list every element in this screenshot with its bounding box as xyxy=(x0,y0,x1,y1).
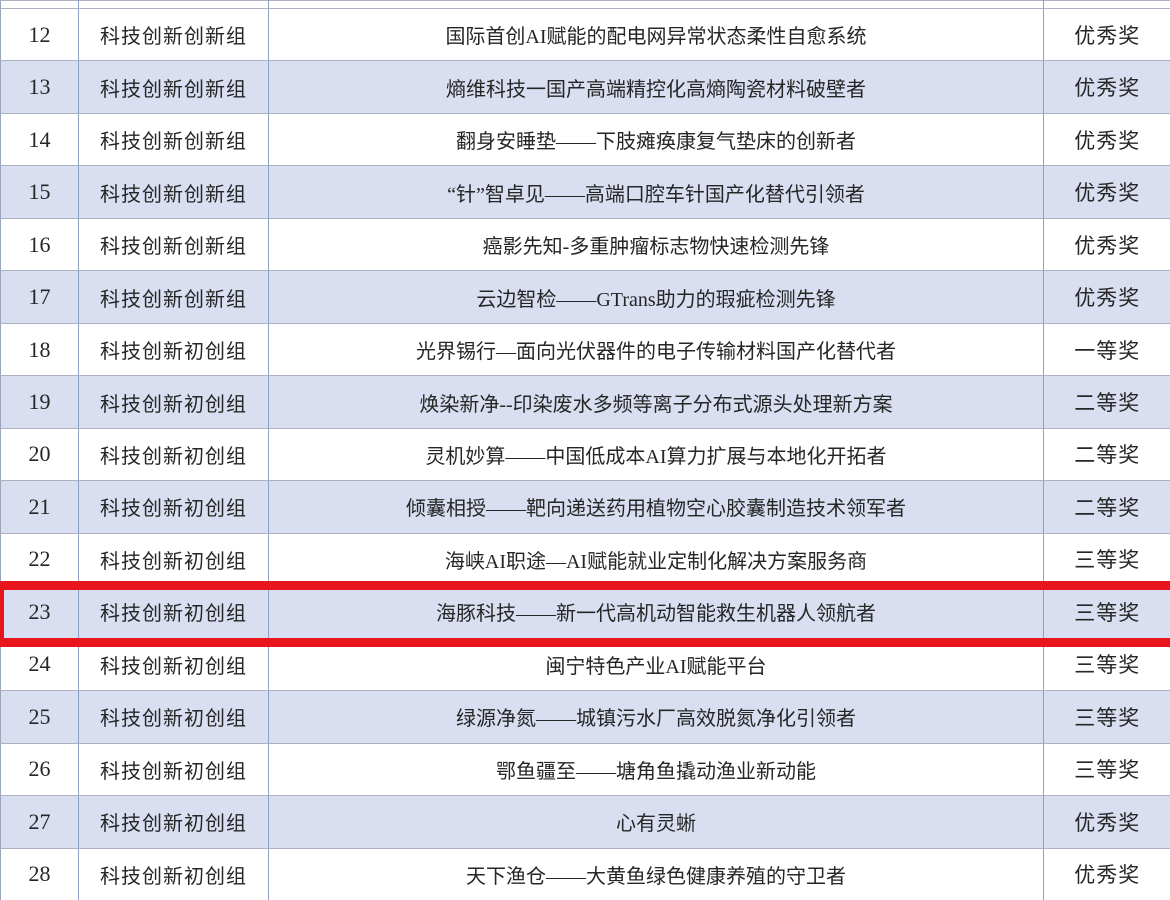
table-row: 15 科技创新创新组 “针”智卓见——高端口腔车针国产化替代引领者 优秀奖 xyxy=(0,165,1170,219)
project-cell: 癌影先知-多重肿瘤标志物快速检测先锋 xyxy=(268,217,1044,272)
table-row: 22 科技创新初创组 海峡AI职途—AI赋能就业定制化解决方案服务商 三等奖 xyxy=(0,532,1170,587)
award-cell: 二等奖 xyxy=(1043,427,1170,482)
award-cell: 三等奖 xyxy=(1043,637,1170,692)
partial-cell xyxy=(0,0,79,9)
project-cell: 倾囊相授——靶向递送药用植物空心胶囊制造技术领军者 xyxy=(268,480,1044,534)
award-cell: 三等奖 xyxy=(1043,532,1170,587)
award-cell: 二等奖 xyxy=(1043,375,1170,429)
table-row: 21 科技创新初创组 倾囊相授——靶向递送药用植物空心胶囊制造技术领军者 二等奖 xyxy=(0,480,1170,534)
table-row: 13 科技创新创新组 熵维科技一国产高端精控化高熵陶瓷材料破壁者 优秀奖 xyxy=(0,60,1170,114)
table-row: 26 科技创新初创组 鄂鱼疆至——塘角鱼撬动渔业新动能 三等奖 xyxy=(0,742,1170,797)
rank-cell: 23 xyxy=(0,585,79,639)
partial-cell xyxy=(78,0,269,9)
award-cell: 优秀奖 xyxy=(1043,112,1170,167)
rank-cell: 22 xyxy=(0,532,79,587)
group-cell: 科技创新创新组 xyxy=(78,217,269,272)
award-cell: 优秀奖 xyxy=(1043,270,1170,324)
rank-cell: 14 xyxy=(0,112,79,167)
group-cell: 科技创新创新组 xyxy=(78,112,269,167)
table-row: 25 科技创新初创组 绿源净氮——城镇污水厂高效脱氮净化引领者 三等奖 xyxy=(0,690,1170,744)
award-cell: 三等奖 xyxy=(1043,690,1170,744)
table-row: 12 科技创新创新组 国际首创AI赋能的配电网异常状态柔性自愈系统 优秀奖 xyxy=(0,7,1170,62)
award-cell: 优秀奖 xyxy=(1043,165,1170,219)
group-cell: 科技创新初创组 xyxy=(78,427,269,482)
project-cell: 焕染新净--印染废水多频等离子分布式源头处理新方案 xyxy=(268,375,1044,429)
partial-top-row xyxy=(0,0,1170,9)
table-row: 27 科技创新初创组 心有灵蜥 优秀奖 xyxy=(0,795,1170,849)
project-cell: 海豚科技——新一代高机动智能救生机器人领航者 xyxy=(268,585,1044,639)
award-cell: 三等奖 xyxy=(1043,585,1170,639)
rank-cell: 13 xyxy=(0,60,79,114)
rank-cell: 25 xyxy=(0,690,79,744)
award-cell: 三等奖 xyxy=(1043,742,1170,797)
rank-cell: 21 xyxy=(0,480,79,534)
group-cell: 科技创新创新组 xyxy=(78,270,269,324)
table-row: 16 科技创新创新组 癌影先知-多重肿瘤标志物快速检测先锋 优秀奖 xyxy=(0,217,1170,272)
partial-cell xyxy=(1043,0,1170,9)
rank-cell: 24 xyxy=(0,637,79,692)
group-cell: 科技创新初创组 xyxy=(78,480,269,534)
rank-cell: 16 xyxy=(0,217,79,272)
project-cell: 灵机妙算——中国低成本AI算力扩展与本地化开拓者 xyxy=(268,427,1044,482)
group-cell: 科技创新创新组 xyxy=(78,165,269,219)
group-cell: 科技创新初创组 xyxy=(78,585,269,639)
table-row: 20 科技创新初创组 灵机妙算——中国低成本AI算力扩展与本地化开拓者 二等奖 xyxy=(0,427,1170,482)
project-cell: 云边智检——GTrans助力的瑕疵检测先锋 xyxy=(268,270,1044,324)
table-row: 18 科技创新初创组 光界锡行—面向光伏器件的电子传输材料国产化替代者 一等奖 xyxy=(0,322,1170,377)
project-cell: “针”智卓见——高端口腔车针国产化替代引领者 xyxy=(268,165,1044,219)
group-cell: 科技创新初创组 xyxy=(78,795,269,849)
table-row: 28 科技创新初创组 天下渔仓——大黄鱼绿色健康养殖的守卫者 优秀奖 xyxy=(0,847,1170,900)
award-cell: 优秀奖 xyxy=(1043,795,1170,849)
group-cell: 科技创新创新组 xyxy=(78,7,269,62)
group-cell: 科技创新初创组 xyxy=(78,637,269,692)
group-cell: 科技创新初创组 xyxy=(78,532,269,587)
award-cell: 优秀奖 xyxy=(1043,7,1170,62)
rank-cell: 26 xyxy=(0,742,79,797)
project-cell: 熵维科技一国产高端精控化高熵陶瓷材料破壁者 xyxy=(268,60,1044,114)
rank-cell: 15 xyxy=(0,165,79,219)
project-cell: 闽宁特色产业AI赋能平台 xyxy=(268,637,1044,692)
group-cell: 科技创新初创组 xyxy=(78,322,269,377)
project-cell: 鄂鱼疆至——塘角鱼撬动渔业新动能 xyxy=(268,742,1044,797)
rank-cell: 18 xyxy=(0,322,79,377)
rank-cell: 19 xyxy=(0,375,79,429)
project-cell: 翻身安睡垫——下肢瘫痪康复气垫床的创新者 xyxy=(268,112,1044,167)
group-cell: 科技创新初创组 xyxy=(78,847,269,900)
rank-cell: 20 xyxy=(0,427,79,482)
project-cell: 心有灵蜥 xyxy=(268,795,1044,849)
project-cell: 绿源净氮——城镇污水厂高效脱氮净化引领者 xyxy=(268,690,1044,744)
group-cell: 科技创新初创组 xyxy=(78,742,269,797)
table-row: 14 科技创新创新组 翻身安睡垫——下肢瘫痪康复气垫床的创新者 优秀奖 xyxy=(0,112,1170,167)
award-cell: 优秀奖 xyxy=(1043,847,1170,900)
project-cell: 光界锡行—面向光伏器件的电子传输材料国产化替代者 xyxy=(268,322,1044,377)
award-cell: 一等奖 xyxy=(1043,322,1170,377)
award-cell: 优秀奖 xyxy=(1043,217,1170,272)
group-cell: 科技创新初创组 xyxy=(78,375,269,429)
project-cell: 天下渔仓——大黄鱼绿色健康养殖的守卫者 xyxy=(268,847,1044,900)
group-cell: 科技创新创新组 xyxy=(78,60,269,114)
rank-cell: 17 xyxy=(0,270,79,324)
table-row: 23 科技创新初创组 海豚科技——新一代高机动智能救生机器人领航者 三等奖 xyxy=(0,585,1170,639)
rank-cell: 27 xyxy=(0,795,79,849)
table-row: 24 科技创新初创组 闽宁特色产业AI赋能平台 三等奖 xyxy=(0,637,1170,692)
table-row: 19 科技创新初创组 焕染新净--印染废水多频等离子分布式源头处理新方案 二等奖 xyxy=(0,375,1170,429)
project-cell: 国际首创AI赋能的配电网异常状态柔性自愈系统 xyxy=(268,7,1044,62)
group-cell: 科技创新初创组 xyxy=(78,690,269,744)
partial-cell xyxy=(268,0,1044,9)
project-cell: 海峡AI职途—AI赋能就业定制化解决方案服务商 xyxy=(268,532,1044,587)
award-cell: 二等奖 xyxy=(1043,480,1170,534)
award-cell: 优秀奖 xyxy=(1043,60,1170,114)
rank-cell: 12 xyxy=(0,7,79,62)
table-row: 17 科技创新创新组 云边智检——GTrans助力的瑕疵检测先锋 优秀奖 xyxy=(0,270,1170,324)
rank-cell: 28 xyxy=(0,847,79,900)
